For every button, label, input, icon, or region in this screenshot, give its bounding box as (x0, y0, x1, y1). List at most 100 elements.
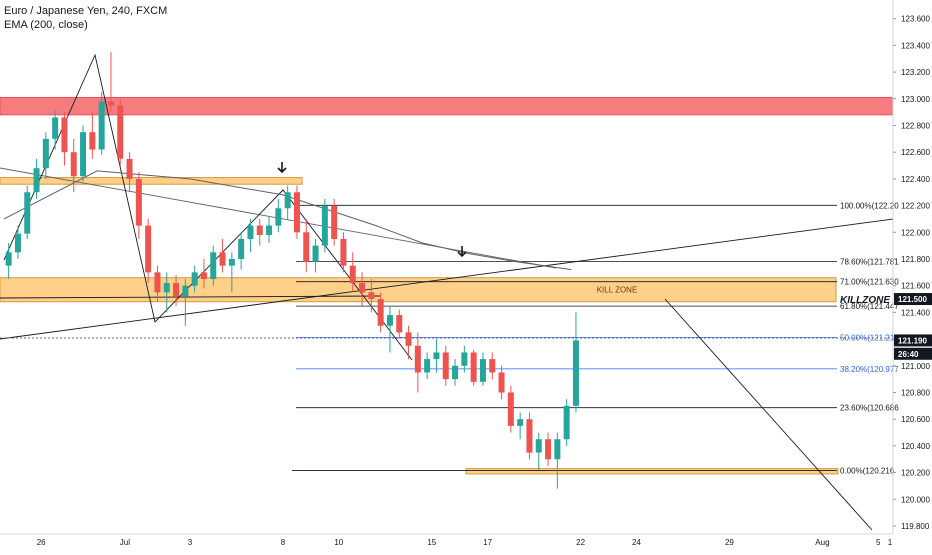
price-tick-label: 120.600 (901, 415, 930, 424)
fib-label: 71.00%(121.630 (840, 278, 899, 287)
candle-body (573, 340, 579, 405)
candle-body (480, 359, 486, 382)
price-tick-label: 119.800 (901, 522, 930, 531)
candle-body (340, 239, 346, 266)
candle-body (192, 272, 198, 285)
price-tick-label: 120.200 (901, 469, 930, 478)
time-tick-label: Jul (120, 538, 130, 547)
price-tick-label: 122.000 (901, 228, 930, 237)
fib-label: 38.20%(120.977 (840, 365, 899, 374)
candle-body (89, 132, 95, 149)
price-tick-label: 122.800 (901, 121, 930, 130)
killzone-tag: KILLZONE (840, 295, 890, 306)
candle-body (164, 283, 170, 292)
price-tick-label: 121.600 (901, 282, 930, 291)
price-tag-label: 121.190 (898, 336, 927, 345)
candle-body (368, 292, 374, 299)
candle-body (220, 252, 226, 265)
price-tick-label: 123.400 (901, 41, 930, 50)
candle-body (99, 101, 105, 149)
price-tick-label: 123.600 (901, 15, 930, 24)
candle-body (415, 346, 421, 373)
candle-body (424, 359, 430, 372)
kill-zone (0, 278, 836, 302)
candle-body (6, 252, 12, 265)
candle-body (508, 392, 514, 425)
candle-body (182, 286, 188, 297)
price-tick-label: 120.800 (901, 388, 930, 397)
candle-body (303, 232, 309, 261)
candle-body (247, 226, 253, 239)
candle-body (43, 139, 49, 168)
candle-body (173, 283, 179, 296)
resistance-zone-top (0, 178, 302, 185)
target-zone (466, 469, 838, 474)
candle-body (136, 179, 142, 226)
zones-layer: KILL ZONE (0, 97, 893, 473)
fib-label: 23.60%(120.686 (840, 404, 899, 413)
time-tick-label: 10 (334, 538, 343, 547)
candle-body (52, 117, 58, 138)
candle-body (396, 315, 402, 332)
price-tag-label: 121.500 (898, 295, 927, 304)
candle-body (145, 226, 151, 273)
time-tick-label: Aug (815, 538, 829, 547)
price-tick-label: 120.000 (901, 495, 930, 504)
kill-zone-label: KILL ZONE (597, 286, 638, 295)
price-tick-label: 122.600 (901, 148, 930, 157)
candle-body (201, 272, 207, 279)
candle-body (359, 283, 365, 292)
candle-body (24, 192, 30, 233)
time-tick-label: 29 (725, 538, 734, 547)
price-axis: 123.600123.400123.200123.000122.800122.6… (893, 0, 930, 534)
symbol-title: Euro / Japanese Yen, 240, FXCM (4, 5, 167, 17)
down-arrow-icon (278, 162, 286, 172)
candle-body (313, 246, 319, 262)
candle-body (406, 332, 412, 345)
time-tick-label: 15 (427, 538, 436, 547)
candle-body (34, 168, 40, 192)
indicator-legend: EMA (200, close) (4, 19, 88, 31)
candle-body (545, 439, 551, 459)
time-tick-label: 5 (876, 538, 881, 547)
candle-body (471, 352, 477, 381)
price-tick-label: 120.400 (901, 442, 930, 451)
candle-body (108, 101, 114, 105)
time-tick-label: 8 (281, 538, 286, 547)
candle-body (433, 352, 439, 359)
candle-body (275, 208, 281, 225)
candle-body (117, 105, 123, 158)
candle-body (80, 132, 86, 176)
candle-body (229, 259, 235, 266)
time-tick-label: 1 (888, 538, 893, 547)
candle-body (127, 159, 133, 179)
candle-body (61, 117, 67, 152)
candle-body (536, 439, 542, 452)
candle-body (238, 239, 244, 259)
candle-body (266, 226, 272, 235)
supply-zone-red (0, 97, 893, 114)
candle-body (285, 192, 291, 208)
candle-body (378, 299, 384, 326)
fib-label: 78.60%(121.781 (840, 258, 899, 267)
candles-layer (6, 52, 579, 489)
fib-label: 100.00%(122.20 (840, 201, 899, 210)
candle-body (71, 152, 77, 176)
candle-body (322, 206, 328, 246)
price-tick-label: 121.000 (901, 362, 930, 371)
candle-body (499, 372, 505, 392)
time-tick-label: 26 (37, 538, 46, 547)
candle-body (331, 206, 337, 239)
candle-body (564, 406, 570, 439)
candle-body (210, 252, 216, 279)
price-tick-label: 122.200 (901, 202, 930, 211)
time-tick-label: 17 (483, 538, 492, 547)
price-tick-label: 121.400 (901, 308, 930, 317)
fib-label: 0.00%(120.216 (840, 466, 895, 475)
price-tick-label: 123.000 (901, 95, 930, 104)
candle-body (350, 266, 356, 283)
candle-body (489, 359, 495, 372)
